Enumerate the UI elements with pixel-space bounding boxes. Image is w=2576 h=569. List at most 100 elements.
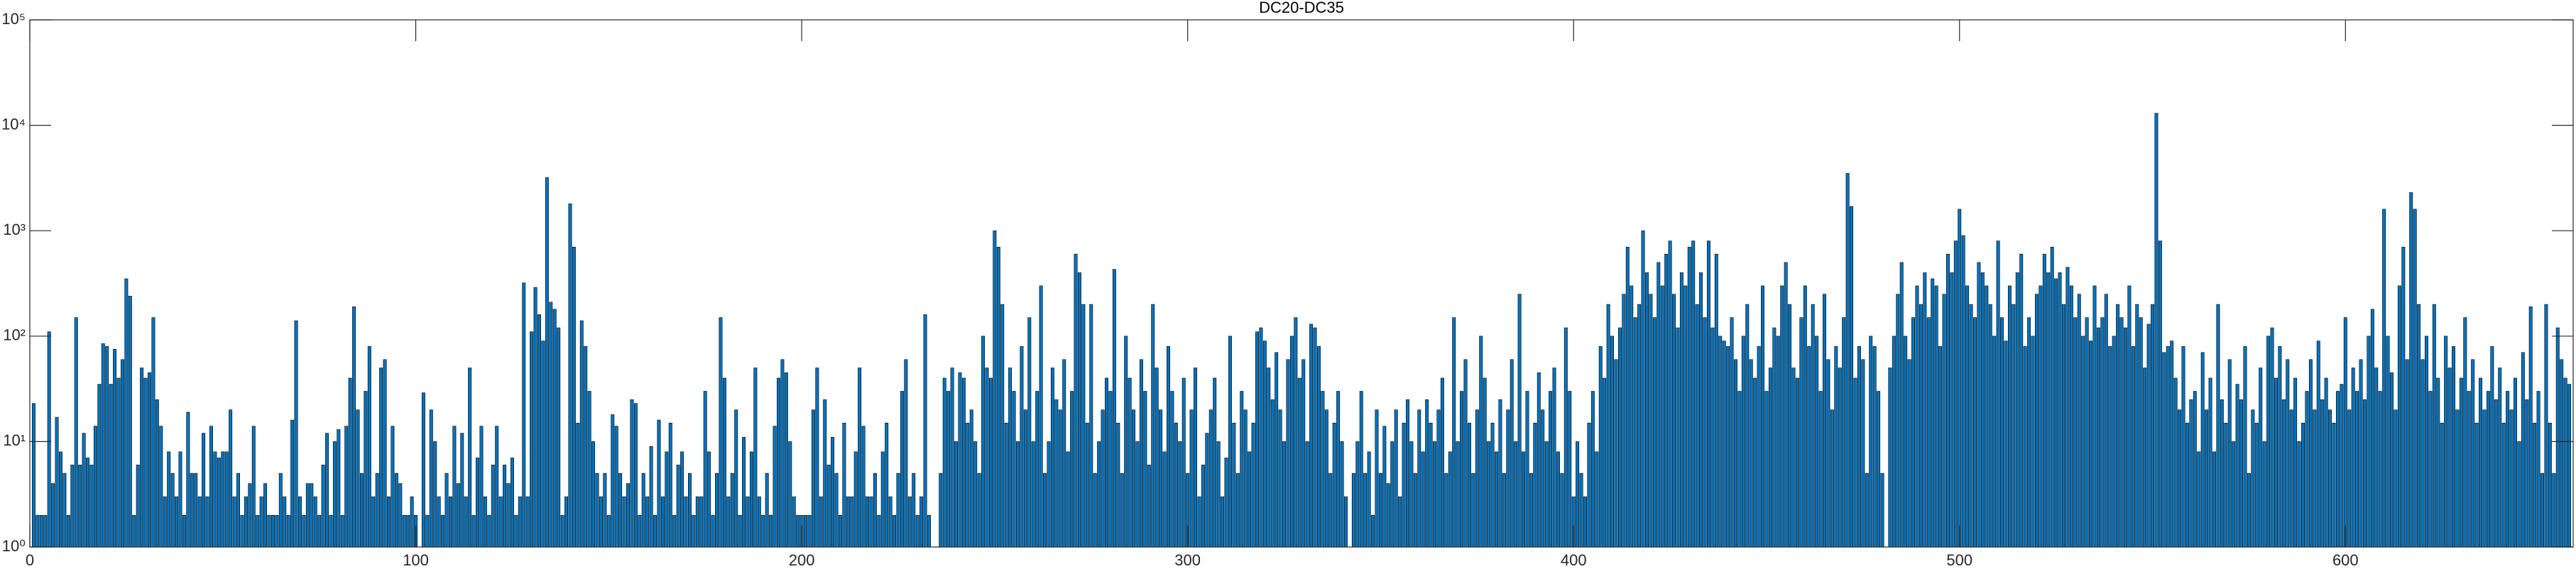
bar bbox=[568, 203, 572, 548]
bar bbox=[2459, 377, 2463, 548]
bar bbox=[2154, 113, 2159, 548]
bar bbox=[1645, 272, 1649, 548]
bar bbox=[823, 399, 827, 548]
bar bbox=[2355, 391, 2359, 548]
bar bbox=[1194, 368, 1197, 548]
bar bbox=[1093, 473, 1097, 548]
bar bbox=[2143, 368, 2147, 548]
bar bbox=[1448, 451, 1452, 548]
bar bbox=[692, 514, 696, 548]
bar bbox=[1556, 451, 1560, 548]
bar bbox=[1714, 253, 1718, 548]
bar bbox=[1120, 473, 1124, 548]
bar bbox=[603, 473, 607, 548]
bar bbox=[900, 391, 904, 548]
bar bbox=[549, 302, 553, 548]
bar bbox=[1495, 451, 1498, 548]
bar bbox=[2428, 391, 2433, 548]
bar bbox=[1301, 359, 1306, 548]
bar bbox=[614, 426, 618, 548]
bar bbox=[344, 426, 349, 548]
bar bbox=[1741, 336, 1745, 548]
bar bbox=[2293, 377, 2298, 548]
bar bbox=[1436, 409, 1441, 548]
bar bbox=[1687, 246, 1691, 548]
bar bbox=[2081, 336, 2085, 548]
bar bbox=[1124, 336, 1128, 548]
bar bbox=[1275, 352, 1279, 548]
bar bbox=[1791, 368, 1796, 548]
bar bbox=[1205, 433, 1209, 548]
bar bbox=[2479, 377, 2483, 548]
bar bbox=[256, 514, 260, 548]
bar bbox=[1961, 235, 1965, 548]
bar bbox=[1703, 317, 1707, 548]
bar bbox=[1444, 473, 1448, 548]
y-tick-label: 10⁵ bbox=[1, 10, 26, 28]
bar bbox=[471, 514, 476, 548]
bar bbox=[2301, 422, 2305, 548]
bar bbox=[433, 441, 437, 548]
bar bbox=[2305, 391, 2309, 548]
bar bbox=[1062, 359, 1066, 548]
bar bbox=[113, 349, 117, 548]
bar bbox=[927, 514, 931, 548]
bar bbox=[1097, 441, 1101, 548]
bar bbox=[1178, 441, 1182, 548]
bar bbox=[1235, 473, 1240, 548]
bar bbox=[599, 496, 603, 548]
bar bbox=[919, 496, 924, 548]
bar bbox=[1240, 391, 1244, 548]
bar bbox=[672, 514, 677, 548]
bar bbox=[1965, 285, 1970, 548]
bar bbox=[248, 483, 252, 548]
bar bbox=[1869, 336, 1873, 548]
bar bbox=[757, 496, 761, 548]
bar bbox=[1105, 377, 1108, 548]
bar bbox=[1807, 346, 1811, 548]
bar bbox=[1522, 451, 1526, 548]
bar bbox=[1764, 391, 1769, 548]
bar bbox=[31, 403, 36, 548]
bar bbox=[1945, 253, 1950, 548]
bar bbox=[437, 496, 441, 548]
bar bbox=[660, 496, 665, 548]
bar bbox=[618, 473, 623, 548]
bar bbox=[981, 336, 986, 548]
bar bbox=[1359, 391, 1363, 548]
bar bbox=[1058, 409, 1062, 548]
bar bbox=[576, 422, 580, 548]
bar bbox=[1610, 336, 1615, 548]
x-tick-label: 200 bbox=[789, 551, 815, 569]
bar bbox=[1525, 391, 1529, 548]
bar bbox=[1788, 304, 1792, 548]
bar bbox=[2254, 422, 2259, 548]
bar bbox=[2039, 285, 2043, 548]
bar bbox=[649, 446, 653, 548]
bar bbox=[2239, 399, 2244, 548]
bar bbox=[1479, 336, 1483, 548]
bar bbox=[1159, 409, 1163, 548]
bar bbox=[1977, 262, 1981, 548]
bar bbox=[1560, 473, 1564, 548]
bar bbox=[1085, 422, 1089, 548]
bar bbox=[2421, 359, 2425, 548]
bar bbox=[1988, 304, 1992, 548]
bar bbox=[182, 514, 186, 548]
bar bbox=[448, 496, 452, 548]
bar bbox=[2447, 368, 2452, 548]
bar bbox=[1691, 241, 1696, 548]
bar bbox=[2092, 285, 2097, 548]
bar bbox=[1475, 409, 1479, 548]
bar bbox=[1054, 399, 1059, 548]
bar bbox=[491, 465, 495, 548]
bar bbox=[503, 465, 507, 548]
bar bbox=[387, 496, 391, 548]
bar bbox=[398, 483, 403, 548]
bar bbox=[2513, 377, 2517, 548]
bar bbox=[101, 343, 105, 548]
bar bbox=[283, 496, 287, 548]
bar bbox=[560, 514, 564, 548]
bar bbox=[74, 317, 78, 548]
bar bbox=[487, 514, 491, 548]
